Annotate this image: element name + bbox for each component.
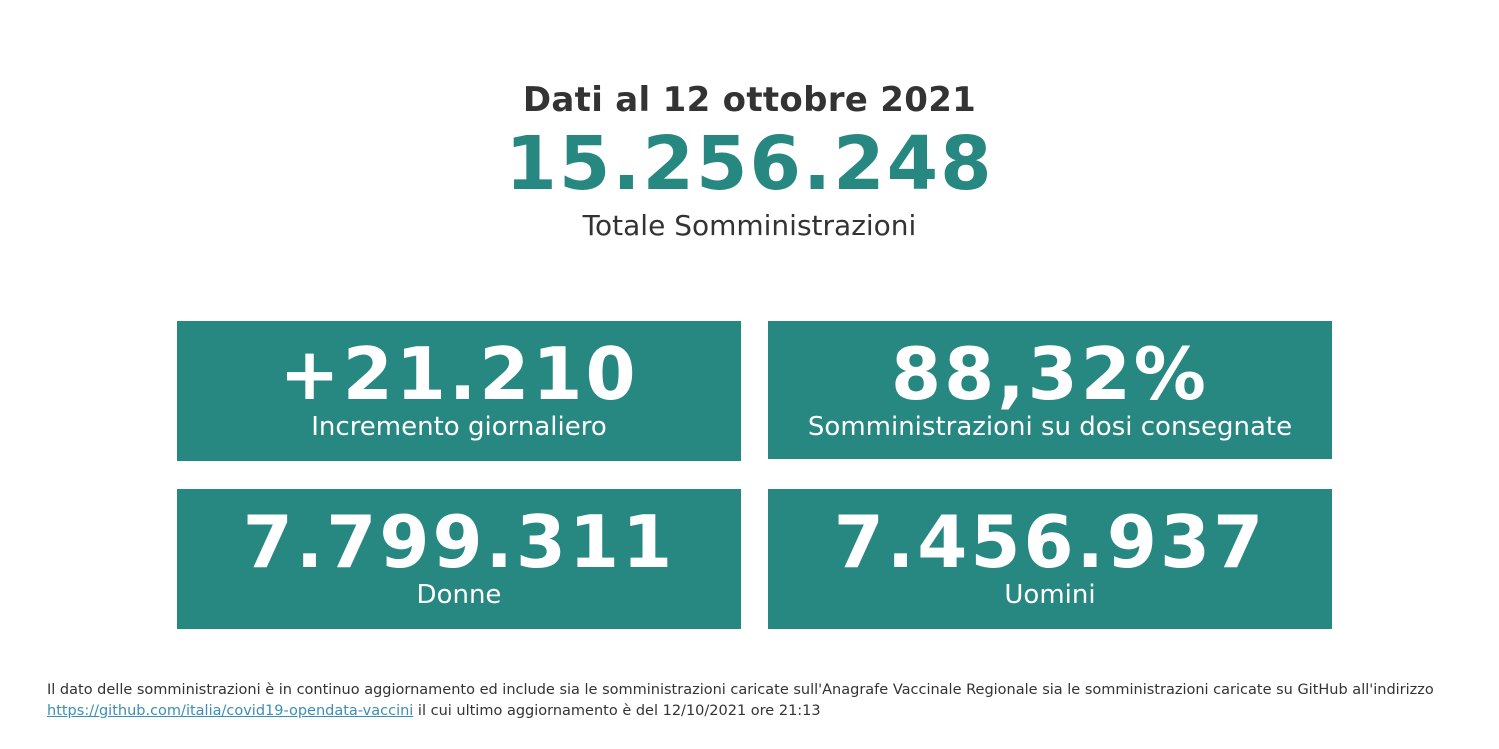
delivered-ratio-value: 88,32%	[891, 332, 1209, 416]
github-link[interactable]: https://github.com/italia/covid19-openda…	[47, 703, 414, 719]
delivered-ratio-label: Somministrazioni su dosi consegnate	[807, 412, 1293, 442]
women-card: 7.799.311 Donne	[177, 489, 741, 629]
summary-header: Dati al 12 ottobre 2021 15.256.248 Total…	[0, 78, 1499, 244]
daily-increment-value: +21.210	[279, 332, 639, 416]
daily-increment-label: Incremento giornaliero	[311, 412, 607, 442]
men-label: Uomini	[1004, 580, 1096, 610]
women-label: Donne	[416, 580, 502, 610]
daily-increment-card: +21.210 Incremento giornaliero	[177, 321, 741, 461]
women-value: 7.799.311	[242, 500, 676, 584]
total-administrations-value: 15.256.248	[505, 121, 994, 207]
delivered-ratio-card: 88,32% Somministrazioni su dosi consegna…	[768, 321, 1332, 459]
total-administrations-label: Totale Somministrazioni	[582, 209, 917, 242]
footer-update-text: il cui ultimo aggiornamento è del 12/10/…	[413, 703, 821, 719]
footer-note: Il dato delle somministrazioni è in cont…	[47, 680, 1487, 722]
footer-text-line-1: Il dato delle somministrazioni è in cont…	[47, 682, 1434, 698]
men-value: 7.456.937	[833, 500, 1267, 584]
footer-text-line-2: https://github.com/italia/covid19-openda…	[47, 701, 1487, 722]
date-title: Dati al 12 ottobre 2021	[522, 80, 977, 120]
men-card: 7.456.937 Uomini	[768, 489, 1332, 629]
